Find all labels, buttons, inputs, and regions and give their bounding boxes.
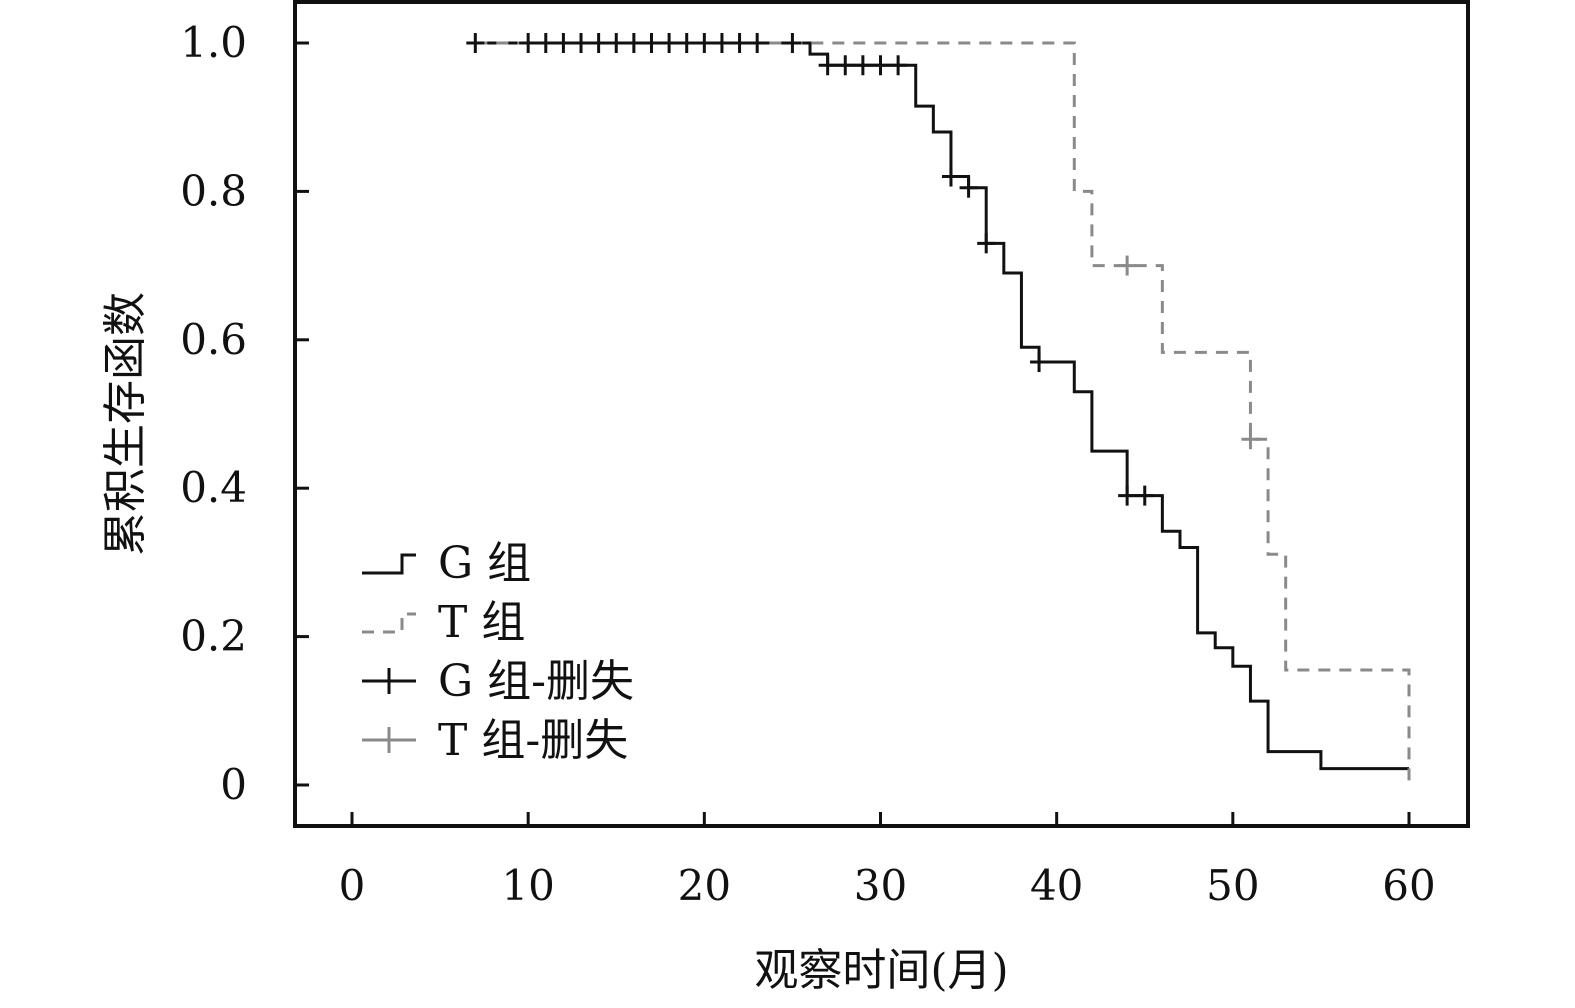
g-censor-mark <box>836 55 855 76</box>
legend-swatch <box>362 612 416 634</box>
legend-item: T 组-删失 <box>362 715 628 766</box>
legend-label: G 组 <box>438 538 531 589</box>
y-tick-label: 0 <box>220 760 247 809</box>
g-censor-mark <box>695 33 714 53</box>
g-censor-mark <box>853 55 872 76</box>
g-censor-mark <box>677 33 696 53</box>
g-censor-mark <box>748 33 767 53</box>
x-tick-label: 40 <box>1030 861 1083 910</box>
y-tick-label: 0.4 <box>180 463 247 512</box>
g-censor-mark <box>783 33 802 53</box>
g-censor-mark <box>959 177 978 198</box>
g-censor-mark <box>941 166 960 187</box>
g-censor-mark <box>871 55 890 76</box>
g-censor-mark <box>519 33 538 53</box>
y-tick-label: 0.8 <box>180 166 247 215</box>
legend-label: T 组-删失 <box>438 715 628 766</box>
g-censor-mark <box>624 33 643 53</box>
x-tick-label: 10 <box>501 861 554 910</box>
g-censor-mark <box>1135 485 1154 506</box>
x-tick-label: 20 <box>678 861 731 910</box>
g-censor-mark <box>712 33 731 53</box>
t-censor-mark <box>1241 429 1260 450</box>
legend-item: G 组-删失 <box>362 656 634 707</box>
x-tick-label: 60 <box>1382 861 1435 910</box>
g-censor-mark <box>1118 485 1137 506</box>
g-censor-mark <box>1030 352 1049 373</box>
g-censor-mark <box>554 33 573 53</box>
x-axis: 0 10 20 30 40 50 60 <box>339 812 1436 910</box>
y-tick-label: 0.2 <box>180 612 247 661</box>
y-tick-label: 0.6 <box>180 315 247 364</box>
g-group-curve <box>475 41 1409 771</box>
y-axis-title: 累积生存函数 <box>100 292 151 556</box>
y-axis: 0 0.2 0.4 0.6 0.8 1.0 <box>180 18 309 809</box>
g-censor-mark <box>572 33 591 53</box>
x-axis-title: 观察时间(月) <box>754 945 1008 996</box>
t-censor-mark <box>1118 255 1137 276</box>
legend-swatch <box>362 553 416 575</box>
legend-label: T 组 <box>438 597 525 648</box>
g-censor-mark <box>607 33 626 53</box>
y-tick-label: 1.0 <box>180 18 247 67</box>
g-censor-mark <box>818 55 837 76</box>
g-censor-mark <box>536 33 555 53</box>
legend-label: G 组-删失 <box>438 656 634 707</box>
x-tick-label: 30 <box>854 861 907 910</box>
g-censor-mark <box>642 33 661 53</box>
g-censor-mark <box>730 33 749 53</box>
x-tick-label: 0 <box>339 861 366 910</box>
series-layer <box>466 33 1411 785</box>
g-censor-mark <box>589 33 608 53</box>
legend-item: G 组 <box>362 538 531 589</box>
g-censor-mark <box>660 33 679 53</box>
g-censor-mark <box>466 33 485 53</box>
g-censor-mark <box>977 233 996 254</box>
g-censor-mark <box>889 55 908 76</box>
legend: G 组 T 组 G 组-删失 T 组-删失 <box>362 538 634 766</box>
legend-item: T 组 <box>362 597 525 648</box>
x-tick-label: 50 <box>1206 861 1259 910</box>
